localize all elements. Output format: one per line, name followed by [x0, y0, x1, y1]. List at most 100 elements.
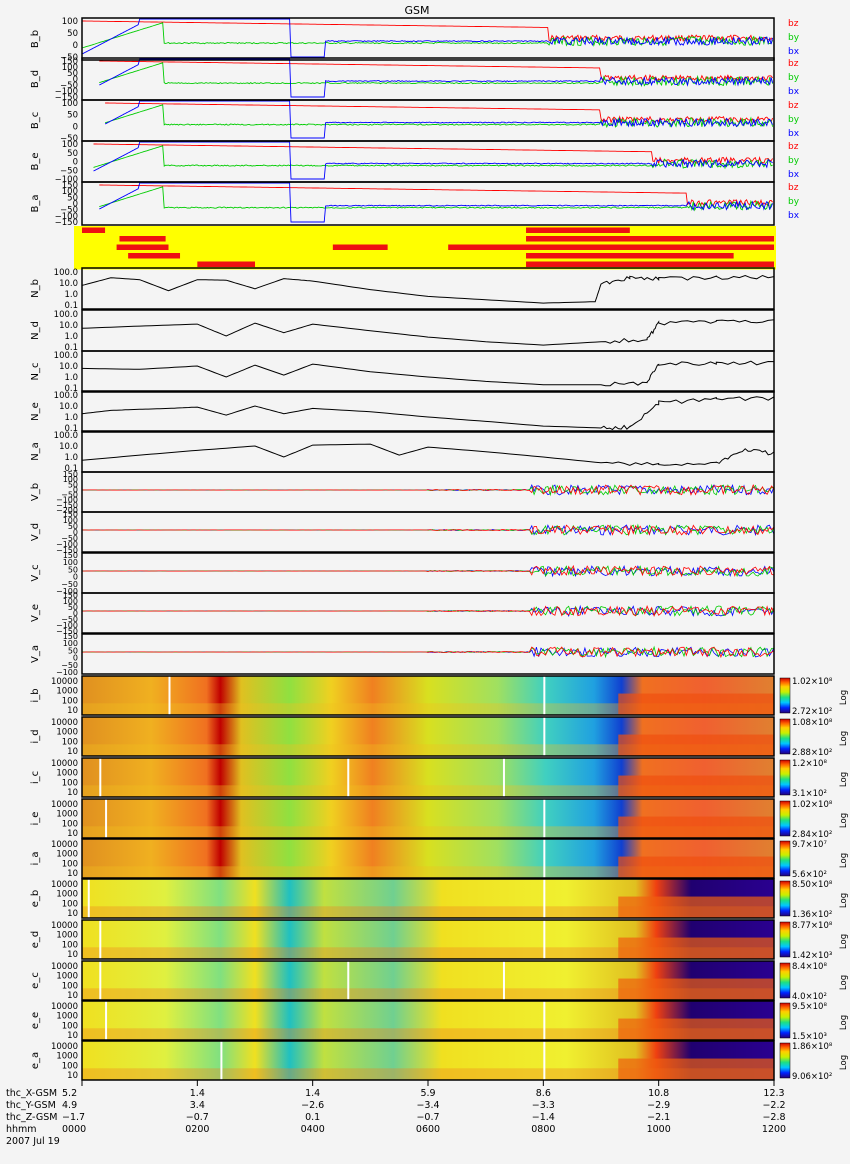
velocity-ytick-label: 150 — [63, 632, 78, 641]
velocity-panel-label: V_c — [30, 564, 41, 581]
velocity-ytick-label: 0 — [73, 485, 78, 494]
axis-row-value: 0800 — [531, 1124, 555, 1135]
spectrogram-ytick-label: 100 — [62, 859, 78, 869]
spectrogram-ytick-label: 1000 — [56, 1012, 78, 1022]
velocity-ytick-label: 150 — [63, 470, 78, 479]
spectrogram-ytick-label: 100 — [62, 778, 78, 788]
spectrogram-ytick-label: 10 — [67, 1071, 78, 1081]
spectrogram-ytick-label: 10 — [67, 950, 78, 960]
colorbar — [779, 1002, 791, 1039]
field-ytick-label: 100 — [62, 140, 78, 150]
spectrogram-panel-label: i_e — [30, 812, 41, 826]
spectrogram-band — [82, 947, 774, 959]
axis-row-value: 4.9 — [62, 1100, 77, 1111]
spectrogram-ytick-label: 1000 — [56, 769, 78, 779]
velocity-ytick-label: −50 — [61, 534, 78, 543]
legend-bx: bx — [788, 211, 800, 221]
colorbar-unit-label: Log — [839, 772, 849, 787]
colorbar-unit-label: Log — [839, 690, 849, 705]
spectrogram-panel-label: i_b — [30, 688, 41, 702]
spectrogram-band — [618, 775, 774, 797]
field-ytick-label: −50 — [60, 134, 78, 144]
spectrogram-band — [618, 816, 774, 838]
velocity-series — [81, 605, 775, 617]
field-ytick-label: 50 — [67, 149, 78, 159]
spectrogram-ytick-label: 1000 — [56, 810, 78, 820]
spectrogram-ytick-label: 100 — [62, 819, 78, 829]
legend-by: by — [788, 115, 800, 125]
axis-row-value: 0000 — [62, 1124, 86, 1135]
velocity-ytick-label: 50 — [68, 522, 78, 531]
colorbar-unit-label: Log — [839, 853, 849, 868]
axis-row-value: 12.3 — [763, 1088, 784, 1099]
velocity-ytick-label: 50 — [68, 646, 78, 655]
field-ytick-label: 0 — [73, 41, 78, 51]
spectrogram-band — [82, 703, 774, 715]
spectrogram-panel-label: e_b — [30, 890, 41, 908]
density-ytick-label: 1.0 — [64, 413, 78, 423]
field-ytick-label: 150 — [62, 57, 78, 67]
legend-bx: bx — [788, 47, 800, 57]
velocity-ytick-label: 100 — [63, 558, 78, 567]
spectrogram-band — [82, 1068, 774, 1080]
data-gap — [220, 1041, 223, 1080]
spectrogram-panel-frame — [81, 798, 775, 839]
velocity-ytick-label: −100 — [56, 668, 78, 677]
colorbar — [779, 677, 791, 714]
density-ytick-label: 0.1 — [64, 384, 78, 394]
density-ytick-label: 100.0 — [54, 431, 78, 441]
axis-row-value: −2.6 — [301, 1100, 324, 1111]
colorbar-min-label: 1.42×10³ — [792, 951, 832, 961]
colorbar-max-label: 1.86×10⁸ — [792, 1042, 833, 1052]
status-segment — [116, 244, 169, 250]
spectrogram-ytick-label: 10000 — [51, 1042, 78, 1052]
spectrogram-panel-label: e_a — [30, 1052, 41, 1069]
spectrogram-ytick-label: 10000 — [51, 718, 78, 728]
spectrogram-band — [618, 937, 774, 959]
axis-row-value: 3.4 — [190, 1100, 205, 1111]
density-series — [81, 443, 775, 466]
density-ytick-label: 100.0 — [54, 310, 78, 320]
velocity-series — [81, 483, 775, 496]
colorbar — [779, 718, 791, 755]
colorbar-unit-label: Log — [839, 893, 849, 908]
data-gap — [99, 758, 102, 797]
spectrogram-band — [618, 856, 774, 878]
spectrogram-ytick-label: 10 — [67, 829, 78, 839]
axis-row-value: −0.7 — [186, 1112, 209, 1123]
spectrogram-band — [82, 988, 774, 1000]
data-gap — [105, 799, 108, 838]
axis-row-value: −3.4 — [416, 1100, 439, 1111]
density-ytick-label: 100.0 — [54, 391, 78, 401]
velocity-panel-label: V_b — [30, 483, 41, 501]
field-ytick-label: −50 — [60, 81, 78, 91]
spectrogram-panel-frame — [81, 716, 775, 757]
density-ytick-label: 1.0 — [64, 373, 78, 383]
spectrogram-panel-frame — [81, 757, 775, 798]
field-ytick-label: 150 — [62, 181, 78, 191]
spectrogram-panel-label: e_e — [30, 1012, 41, 1029]
colorbar-unit-label: Log — [839, 934, 849, 949]
spectrogram-ytick-label: 10000 — [51, 921, 78, 931]
colorbar-unit-label: Log — [839, 1055, 849, 1070]
density-series — [81, 396, 775, 431]
spectrogram-panel-label: e_d — [30, 931, 41, 949]
legend-by: by — [788, 33, 800, 43]
velocity-ytick-label: 50 — [68, 565, 78, 574]
field-series-bz — [105, 102, 774, 124]
field-ytick-label: −100 — [55, 175, 78, 185]
field-ytick-label: 50 — [67, 69, 78, 79]
colorbar-min-label: 2.84×10² — [792, 830, 832, 840]
status-segment — [526, 227, 630, 233]
field-series-bx — [104, 100, 773, 139]
spectrogram-ytick-label: 1000 — [56, 687, 78, 697]
velocity-panel-frame — [81, 633, 775, 675]
velocity-panel-frame — [81, 592, 775, 634]
axis-row-value: −1.4 — [532, 1112, 555, 1123]
velocity-ytick-label: 0 — [73, 528, 78, 537]
field-ytick-label: −100 — [55, 87, 78, 97]
axis-row-label: hhmm — [6, 1124, 37, 1135]
density-ytick-label: 10.0 — [59, 321, 78, 331]
colorbar — [779, 800, 791, 837]
velocity-ytick-label: −100 — [56, 587, 78, 596]
